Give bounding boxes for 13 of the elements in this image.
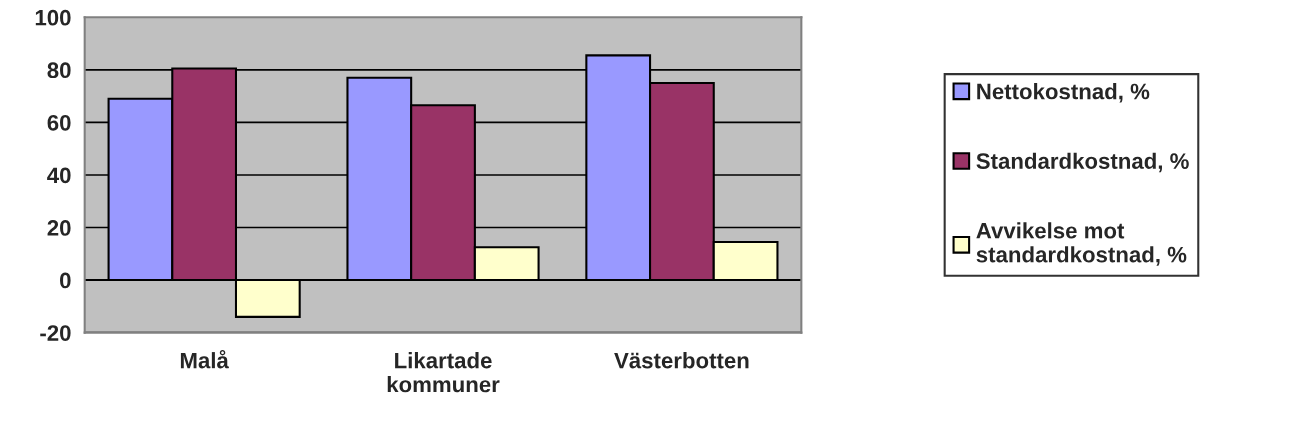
x-tick-label: Malå bbox=[180, 349, 229, 369]
x-tick-label: Likartade kommuner bbox=[387, 352, 500, 393]
legend-label: Standardkostnad, % bbox=[976, 152, 1189, 173]
y-tick-label: -20 bbox=[40, 325, 71, 341]
y-tick-label: 100 bbox=[35, 9, 71, 26]
y-tick-label: 80 bbox=[47, 62, 71, 79]
legend-label: Avvikelse mot standardkostnad, % bbox=[976, 222, 1187, 266]
x-tick-label: Västerbotten bbox=[614, 352, 749, 369]
y-tick-label: 60 bbox=[47, 114, 71, 131]
legend-label: Nettokostnad, % bbox=[977, 83, 1150, 103]
y-tick-label: 20 bbox=[47, 220, 71, 236]
y-tick-label: 0 bbox=[60, 272, 71, 289]
y-tick-label: 40 bbox=[47, 167, 71, 184]
